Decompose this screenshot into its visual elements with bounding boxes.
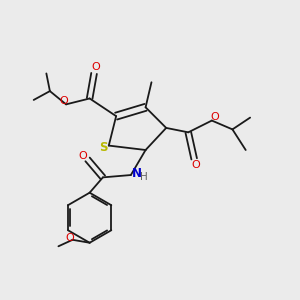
Text: N: N: [132, 167, 142, 180]
Text: O: O: [91, 62, 100, 72]
Text: S: S: [99, 141, 108, 154]
Text: O: O: [78, 151, 87, 161]
Text: O: O: [210, 112, 219, 122]
Text: O: O: [191, 160, 200, 170]
Text: O: O: [59, 96, 68, 106]
Text: H: H: [140, 172, 148, 182]
Text: O: O: [65, 233, 74, 243]
